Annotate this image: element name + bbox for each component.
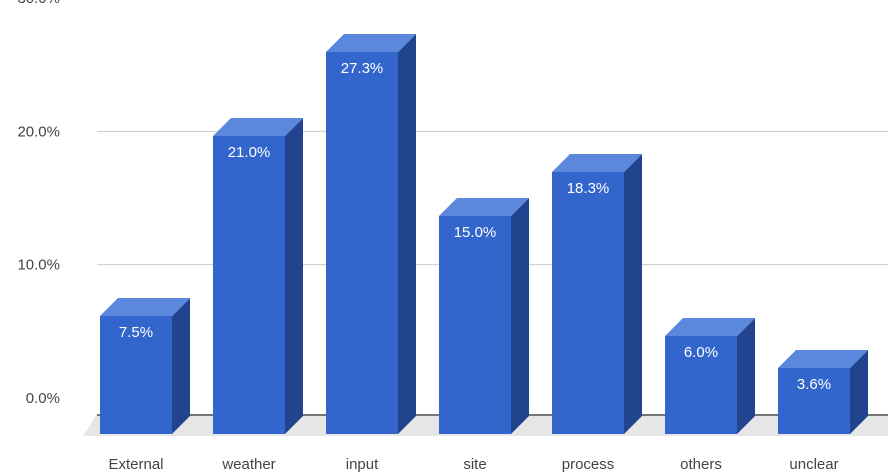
bar-front-face [778, 368, 850, 434]
bar-process: 18.3% [552, 154, 642, 434]
bar-side-face [624, 154, 642, 434]
bar-value-label: 18.3% [567, 180, 610, 197]
bar-value-label: 21.0% [228, 144, 271, 161]
category-label: process [562, 456, 615, 473]
y-tick-label: 0.0% [26, 390, 60, 407]
bar-side-face [850, 350, 868, 434]
category-label: weather [221, 456, 275, 473]
y-tick-label: 20.0% [17, 123, 60, 140]
bar-site: 15.0% [439, 198, 529, 434]
category-label: External [108, 456, 163, 473]
bar-value-label: 6.0% [684, 344, 718, 361]
bars: 7.5% 21.0% 27.3% 15.0% 18.3% 6.0% 3.6% [100, 34, 868, 434]
y-axis: 0.0% 10.0% 20.0% 30.0% [17, 0, 60, 407]
category-label: input [346, 456, 379, 473]
category-label: site [463, 456, 486, 473]
bar-top-face [439, 198, 529, 216]
bar-side-face [398, 34, 416, 434]
bar-front-face [100, 316, 172, 434]
bar-front-face [326, 52, 398, 434]
y-tick-label: 10.0% [17, 257, 60, 274]
bar-weather: 21.0% [213, 118, 303, 434]
y-tick-label: 30.0% [17, 0, 60, 7]
bar-value-label: 7.5% [119, 324, 153, 341]
bar-side-face [511, 198, 529, 434]
category-axis: External weather input site process others unc… [108, 456, 838, 473]
bar-side-face [172, 298, 190, 434]
bar-top-face [552, 154, 642, 172]
bar-front-face [665, 336, 737, 434]
bar-others: 6.0% [665, 318, 755, 434]
bar-unclear: 3.6% [778, 350, 868, 434]
bar-top-face [100, 298, 190, 316]
bar-side-face [737, 318, 755, 434]
bar-input: 27.3% [326, 34, 416, 434]
bar-front-face [439, 216, 511, 434]
bar-top-face [665, 318, 755, 336]
bar-front-face [213, 136, 285, 434]
bar-value-label: 3.6% [797, 376, 831, 393]
bar-value-label: 15.0% [454, 224, 497, 241]
category-label: others [680, 456, 722, 473]
bar-side-face [285, 118, 303, 434]
bar-top-face [326, 34, 416, 52]
bar-value-label: 27.3% [341, 60, 384, 77]
bar-top-face [213, 118, 303, 136]
bar-external: 7.5% [100, 298, 190, 434]
bar-top-face [778, 350, 868, 368]
bar-front-face [552, 172, 624, 434]
category-label: unclear [789, 456, 838, 473]
